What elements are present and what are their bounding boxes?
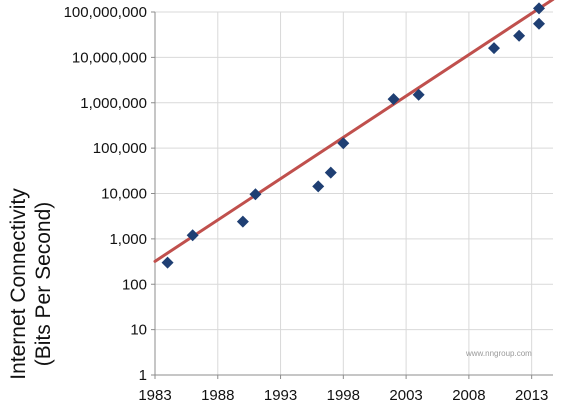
x-tick-label: 1983 [138,387,171,404]
axes [151,11,553,379]
x-tick-label: 2003 [389,387,422,404]
data-point [533,17,545,30]
data-point [387,93,400,106]
x-tick-label: 1993 [264,387,297,404]
data-point [337,137,350,150]
x-tick-label: 1998 [327,387,360,404]
data-point [487,42,500,55]
y-tick-label: 1 [139,367,147,384]
y-tick-label: 10,000 [101,186,147,203]
y-tick-label: 1,000 [109,231,147,248]
y-tick-label: 100 [122,276,147,293]
data-point [186,229,199,242]
data-point [513,29,526,42]
y-tick-label: 1,000,000 [80,95,147,112]
data-points [161,2,545,269]
y-tick-label: 10,000,000 [72,49,147,66]
trendline [153,0,555,263]
data-point [312,180,325,193]
data-point [324,166,337,179]
data-point [161,256,174,269]
trendline-path [153,0,555,263]
x-tick-label: 2013 [515,387,548,404]
y-tick-label: 100,000 [93,140,147,157]
y-axis-title-line1: Internet Connectivity [7,188,30,380]
data-point [533,2,545,15]
y-axis-title-line2: (Bits Per Second) [32,202,55,367]
watermark: www.nngroup.com [465,349,532,358]
y-tick-label: 10 [130,322,147,339]
data-point [249,188,262,201]
data-point [236,215,249,228]
x-tick-label: 2008 [452,387,485,404]
data-point [412,88,425,101]
x-tick-label: 1988 [201,387,234,404]
grid [154,11,553,376]
y-tick-label: 100,000,000 [64,4,147,21]
tick-labels: 1 10 100 1,000 10,000 100,000 1,000,000 10,000,… [64,4,549,404]
